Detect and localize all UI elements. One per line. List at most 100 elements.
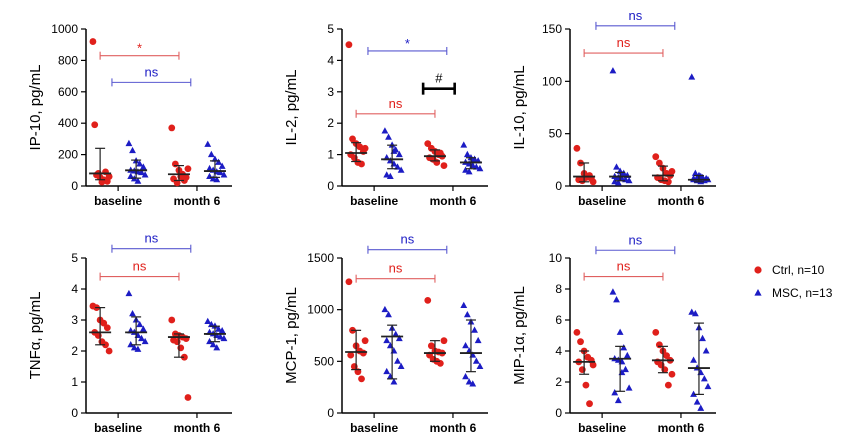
significance-label: * [137, 41, 142, 56]
data-point-msc [476, 362, 484, 369]
data-point-msc [620, 344, 628, 351]
data-point-msc [397, 166, 405, 173]
chart-panel-3: 0 50 100 150 baseline month 6 IL-10, pg/mL ns ns [511, 8, 716, 208]
data-point-ctrl [168, 316, 176, 324]
data-point-ctrl [349, 135, 356, 143]
x-tick-label: baseline [578, 421, 626, 435]
y-tick-label: 0 [327, 179, 334, 193]
data-point-ctrl [664, 178, 672, 186]
data-point-msc [471, 326, 478, 333]
y-tick-label: 0 [71, 406, 78, 420]
y-tick-label: 3 [327, 85, 334, 99]
x-tick-label: baseline [578, 194, 626, 208]
data-point-ctrl [168, 124, 176, 132]
data-point-msc [216, 333, 224, 340]
data-point-ctrl [589, 178, 597, 186]
data-point-ctrl [180, 177, 188, 184]
data-point-msc [623, 351, 631, 359]
y-tick-label: 150 [542, 22, 562, 36]
data-point-msc [465, 378, 473, 385]
y-tick-label: 5 [71, 251, 78, 265]
y-tick-label: 3 [71, 313, 78, 327]
y-tick-label: 4 [555, 344, 562, 358]
data-point-ctrl [102, 341, 109, 349]
data-point-msc [690, 356, 697, 363]
significance-label: * [405, 36, 410, 51]
data-point-ctrl [180, 353, 188, 361]
data-point-ctrl [424, 296, 432, 304]
chart-panel-5: 0 500 1000 1500 baseline month 6 MCP-1, pg/mL n… [283, 232, 488, 435]
y-tick-label: 5 [327, 22, 334, 36]
significance-label: ns [133, 259, 147, 274]
significance-label: ns [389, 96, 403, 111]
data-point-msc [206, 337, 213, 345]
data-point-ctrl [589, 361, 597, 369]
data-point-msc [691, 310, 699, 317]
data-point-msc [138, 168, 145, 176]
data-point-msc [211, 155, 219, 162]
x-tick-label: month 6 [174, 421, 221, 435]
data-point-ctrl [105, 173, 113, 180]
data-point-msc [220, 171, 228, 178]
data-point-ctrl [663, 352, 670, 360]
data-point-msc [397, 362, 405, 369]
y-tick-label: 1 [71, 375, 78, 389]
data-point-msc [385, 133, 392, 140]
data-point-msc [702, 347, 710, 354]
significance-label: # [435, 71, 443, 86]
y-tick-label: 0 [555, 406, 562, 420]
y-axis-label: MIP-1α, pg/mL [511, 286, 528, 385]
data-point-msc [220, 334, 228, 342]
data-point-msc [381, 127, 389, 134]
y-tick-label: 0 [555, 179, 562, 193]
y-axis-label: IL-10, pg/mL [511, 65, 528, 149]
data-point-msc [209, 341, 217, 348]
data-point-msc [213, 175, 221, 183]
y-tick-label: 4 [71, 282, 78, 296]
data-point-msc [215, 158, 222, 165]
data-point-msc [204, 317, 212, 325]
data-point-msc [613, 296, 620, 303]
data-point-msc [472, 163, 480, 170]
legend-marker-ctrl [754, 266, 762, 274]
data-point-msc [134, 345, 142, 352]
data-point-ctrl [345, 41, 353, 49]
data-point-msc [386, 172, 394, 180]
data-point-msc [383, 336, 391, 344]
y-tick-label: 0 [327, 406, 334, 420]
y-tick-label: 4 [327, 53, 334, 67]
legend-label: MSC, n=13 [772, 286, 833, 300]
data-point-msc [213, 344, 221, 351]
data-point-msc [462, 166, 469, 173]
data-point-msc [688, 308, 696, 315]
data-point-msc [138, 334, 145, 342]
data-point-msc [688, 73, 696, 80]
y-axis-label: IL-2, pg/mL [283, 70, 300, 146]
data-point-msc [613, 163, 620, 170]
significance-label: ns [144, 231, 158, 246]
chart-panel-1: 0 200 400 600 800 1000 baseline month 6 IP-10, p… [27, 22, 232, 208]
data-point-msc [690, 390, 697, 397]
chart-panel-2: 0 1 2 3 4 5 baseline month 6 IL-2, pg/mL * ns # [283, 22, 488, 208]
data-point-msc [139, 163, 147, 170]
data-point-ctrl [345, 278, 353, 286]
data-point-msc [465, 168, 473, 175]
y-axis-label: IP-10, pg/mL [27, 65, 44, 151]
data-point-msc [394, 163, 401, 170]
data-point-ctrl [573, 144, 581, 152]
data-point-ctrl [91, 121, 99, 129]
data-point-msc [127, 341, 135, 348]
data-point-msc [207, 150, 215, 158]
data-point-msc [125, 289, 133, 297]
y-tick-label: 1 [327, 148, 334, 162]
data-point-ctrl [655, 341, 663, 349]
data-point-msc [614, 396, 622, 404]
data-point-ctrl [184, 165, 192, 173]
data-point-msc [469, 380, 477, 387]
data-point-msc [125, 139, 133, 147]
data-point-msc [462, 342, 469, 349]
data-point-msc [609, 288, 617, 295]
significance-label: ns [389, 261, 403, 276]
y-tick-label: 1000 [51, 22, 78, 36]
